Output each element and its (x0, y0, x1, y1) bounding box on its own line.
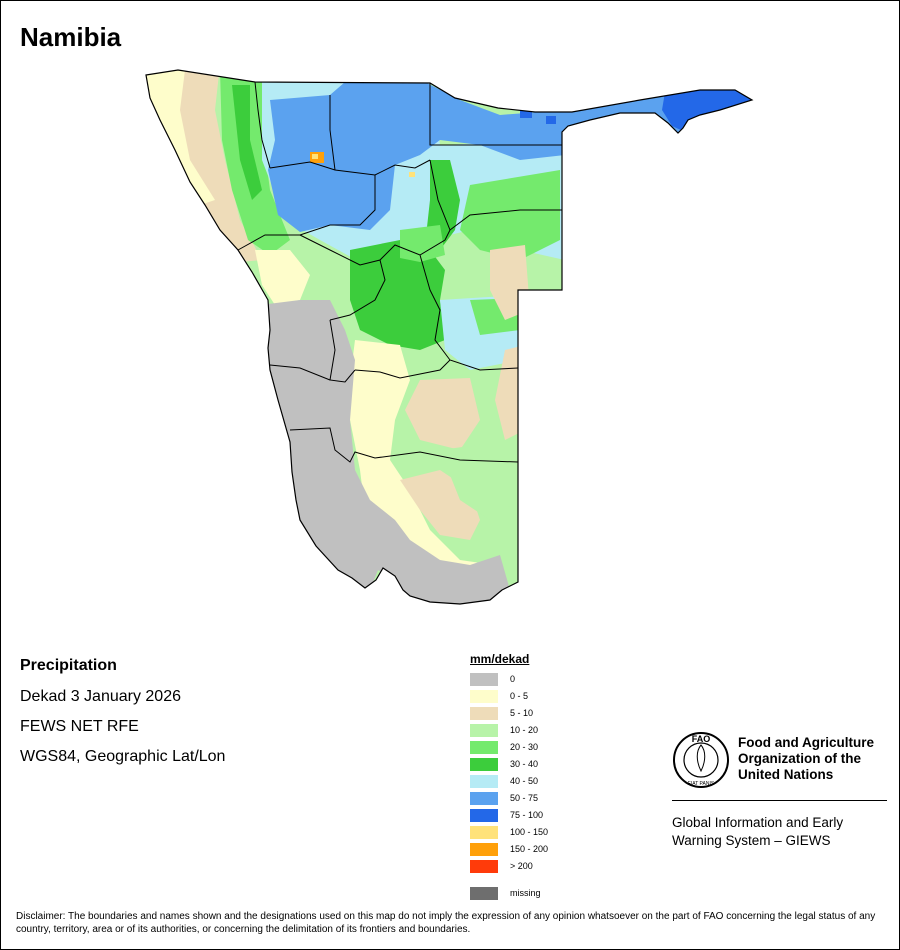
legend-item-swatch (470, 723, 498, 737)
legend-item: 75 - 100 (470, 808, 543, 822)
rain-zone-ne-20-30 (460, 170, 560, 260)
namibia-rainfall-map (145, 69, 753, 605)
source-label: FEWS NET RFE (20, 718, 139, 735)
legend-item-swatch (470, 740, 498, 754)
legend-item: 40 - 50 (470, 774, 538, 788)
legend-item-swatch (470, 706, 498, 720)
rain-zone-west-0-5 (255, 250, 310, 305)
legend-item-label: 0 (510, 674, 516, 684)
fao-name: Food and Agriculture Organization of the… (738, 735, 874, 782)
giews-name: Global Information and Early Warning Sys… (672, 815, 844, 848)
legend-item-swatch (470, 808, 498, 822)
period-label: Dekad 3 January 2026 (20, 688, 181, 705)
rain-zone-kunene-30-40 (232, 85, 262, 200)
legend-item: 30 - 40 (470, 757, 538, 771)
legend-item: 150 - 200 (470, 842, 548, 856)
legend-item-missing: missing (470, 886, 541, 900)
variable-label: Precipitation (20, 657, 117, 674)
legend-item: > 200 (470, 859, 533, 873)
legend-item-label: 100 - 150 (510, 827, 549, 837)
legend-item-label: 50 - 75 (510, 793, 539, 803)
fao-logo: FAO FIAT PANIS (673, 732, 729, 788)
legend-item-label: 75 - 100 (510, 810, 544, 820)
rain-zone-caprivi-75-100 (662, 88, 752, 132)
rain-spot-75-100 (520, 108, 532, 118)
rain-spot-100-150-b (409, 172, 415, 177)
legend-item-swatch (470, 774, 498, 788)
legend-item-swatch (470, 689, 498, 703)
map-title: Namibia (20, 22, 122, 52)
legend-item: 0 - 5 (470, 689, 528, 703)
legend-item: 10 - 20 (470, 723, 538, 737)
legend-item-swatch (470, 757, 498, 771)
rain-zone-central-5-10 (405, 378, 480, 450)
legend-item-label: > 200 (510, 861, 533, 871)
legend-item-swatch (470, 859, 498, 873)
legend-item-label: 10 - 20 (510, 725, 539, 735)
legend-item: 50 - 75 (470, 791, 538, 805)
legend-item-label: 150 - 200 (510, 844, 549, 854)
rain-zone-north-50-75 (268, 82, 565, 232)
legend-item: 20 - 30 (470, 740, 538, 754)
projection-label: WGS84, Geographic Lat/Lon (20, 748, 226, 765)
legend-item-missing-label: missing (510, 888, 541, 898)
legend-item: 100 - 150 (470, 825, 548, 839)
disclaimer: Disclaimer: The boundaries and names sho… (16, 911, 876, 935)
fao-logo-text: FAO (692, 734, 711, 744)
legend-item-swatch (470, 672, 498, 686)
rain-spot-75-100-b (546, 116, 556, 124)
legend-item-swatch (470, 825, 498, 839)
legend-item-label: 5 - 10 (510, 708, 534, 718)
legend-item-label: 40 - 50 (510, 776, 539, 786)
legend-title: mm/dekad (470, 652, 530, 666)
legend-item: 0 (470, 672, 515, 686)
legend-item-label: 20 - 30 (510, 742, 539, 752)
legend-item: 5 - 10 (470, 706, 533, 720)
fao-logo-motto: FIAT PANIS (688, 781, 715, 787)
fao-divider (672, 800, 887, 801)
region-boundaries (237, 81, 562, 463)
rain-zone-north-20-30 (400, 225, 445, 262)
legend-item-swatch (470, 791, 498, 805)
legend-item-swatch (470, 842, 498, 856)
legend-item-label: 30 - 40 (510, 759, 539, 769)
rain-spot-100-150 (312, 154, 318, 159)
rain-zone-nw-0-5 (146, 70, 215, 205)
rain-zone-central-30-40 (350, 240, 445, 350)
legend-item-missing-swatch (470, 886, 498, 900)
legend-item-label: 0 - 5 (510, 691, 529, 701)
